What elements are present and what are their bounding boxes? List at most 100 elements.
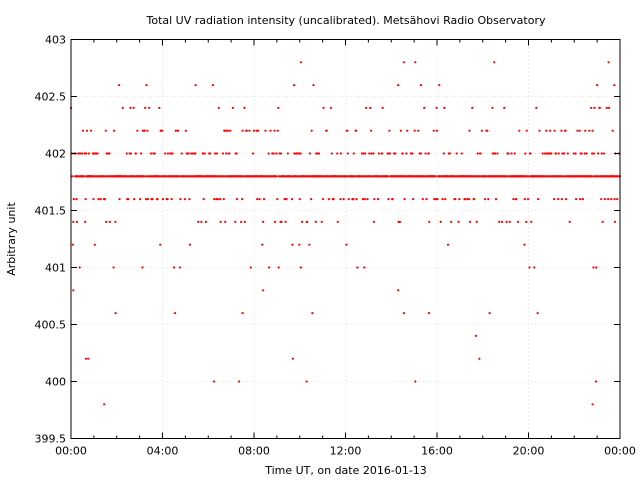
data-point <box>595 266 598 269</box>
data-point <box>480 129 483 132</box>
data-point <box>176 129 180 132</box>
data-point <box>299 266 302 269</box>
data-point <box>352 198 355 201</box>
data-point <box>368 152 371 155</box>
data-point <box>222 198 225 201</box>
data-point <box>592 266 595 269</box>
data-point <box>574 198 578 201</box>
data-point <box>488 312 491 315</box>
x-tick-label: 00:00 <box>55 445 87 458</box>
data-point <box>156 198 159 201</box>
data-point <box>345 243 348 246</box>
data-point <box>71 175 74 178</box>
data-point <box>399 129 402 132</box>
y-tick-label: 403 <box>45 34 66 47</box>
y-tick-label: 401 <box>45 262 66 275</box>
data-point <box>104 129 107 132</box>
data-points <box>69 61 622 406</box>
data-point <box>598 106 601 109</box>
data-point <box>553 198 556 201</box>
data-point <box>591 129 594 132</box>
y-axis-label: Arbitrary unit <box>5 202 18 276</box>
data-point <box>478 357 481 360</box>
data-point <box>248 129 251 132</box>
data-point <box>361 198 364 201</box>
data-point <box>593 106 596 109</box>
data-point <box>258 198 261 201</box>
data-point <box>276 129 279 132</box>
data-point <box>136 129 139 132</box>
data-point <box>441 198 444 201</box>
data-point <box>125 152 128 155</box>
data-point <box>118 198 121 201</box>
data-point <box>320 220 323 223</box>
data-point <box>387 198 390 201</box>
data-point <box>84 357 87 360</box>
data-point <box>204 220 208 223</box>
data-point <box>72 220 75 223</box>
data-point <box>572 152 575 155</box>
data-point <box>87 152 90 155</box>
data-point <box>339 152 343 155</box>
data-point <box>243 220 246 223</box>
data-point <box>524 152 527 155</box>
data-point <box>277 266 280 269</box>
data-point <box>579 198 582 201</box>
data-point <box>583 152 586 155</box>
data-point <box>293 152 296 155</box>
data-point <box>479 152 482 155</box>
data-point <box>310 129 313 132</box>
data-point <box>325 129 328 132</box>
data-point <box>435 129 439 132</box>
data-point <box>93 243 96 246</box>
data-point <box>284 220 287 223</box>
data-point <box>566 152 569 155</box>
data-point <box>145 84 148 87</box>
data-point <box>376 198 380 201</box>
data-point <box>332 198 335 201</box>
data-point <box>412 198 415 201</box>
data-point <box>423 106 426 109</box>
data-point <box>170 198 173 201</box>
data-point <box>292 84 296 87</box>
data-point <box>151 198 154 201</box>
data-point <box>386 175 390 178</box>
data-point <box>468 220 472 223</box>
axis-ticks <box>70 39 621 439</box>
data-point <box>229 129 232 132</box>
data-point <box>264 129 267 132</box>
y-tick-label: 402.5 <box>35 91 67 104</box>
data-point <box>188 243 192 246</box>
data-point <box>601 220 604 223</box>
data-point <box>166 198 169 201</box>
data-point <box>493 61 496 64</box>
data-point <box>591 403 594 406</box>
data-point <box>211 84 214 87</box>
data-point <box>554 152 558 155</box>
data-point <box>71 243 74 246</box>
data-point <box>75 198 78 201</box>
data-point <box>364 106 368 109</box>
data-point <box>537 198 540 201</box>
data-point <box>613 198 616 201</box>
data-point <box>523 243 526 246</box>
data-point <box>146 129 149 132</box>
data-point <box>527 175 531 178</box>
data-point <box>216 198 219 201</box>
data-point <box>406 129 409 132</box>
data-point <box>603 198 607 201</box>
data-point <box>194 84 197 87</box>
data-point <box>611 129 614 132</box>
data-point <box>560 198 564 201</box>
data-point <box>394 152 397 155</box>
data-point <box>127 198 130 201</box>
data-point <box>121 106 124 109</box>
data-point <box>298 243 301 246</box>
data-point <box>279 152 283 155</box>
data-point <box>299 152 302 155</box>
data-point <box>103 198 106 201</box>
data-point <box>256 198 259 201</box>
data-point <box>252 129 256 132</box>
data-point <box>81 129 84 132</box>
data-point <box>305 380 308 383</box>
